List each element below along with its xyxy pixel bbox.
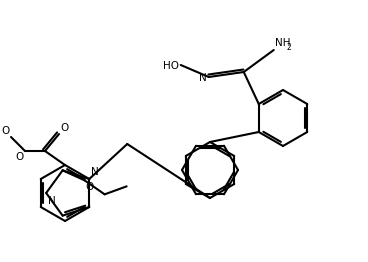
Text: HO: HO bbox=[163, 61, 179, 71]
Text: N: N bbox=[91, 167, 99, 177]
Text: NH: NH bbox=[275, 38, 290, 48]
Text: O: O bbox=[86, 182, 94, 192]
Text: O: O bbox=[60, 123, 68, 133]
Text: 2: 2 bbox=[287, 43, 291, 52]
Text: O: O bbox=[16, 152, 24, 162]
Text: O: O bbox=[2, 126, 10, 136]
Text: N: N bbox=[48, 196, 56, 206]
Text: N: N bbox=[199, 73, 207, 83]
